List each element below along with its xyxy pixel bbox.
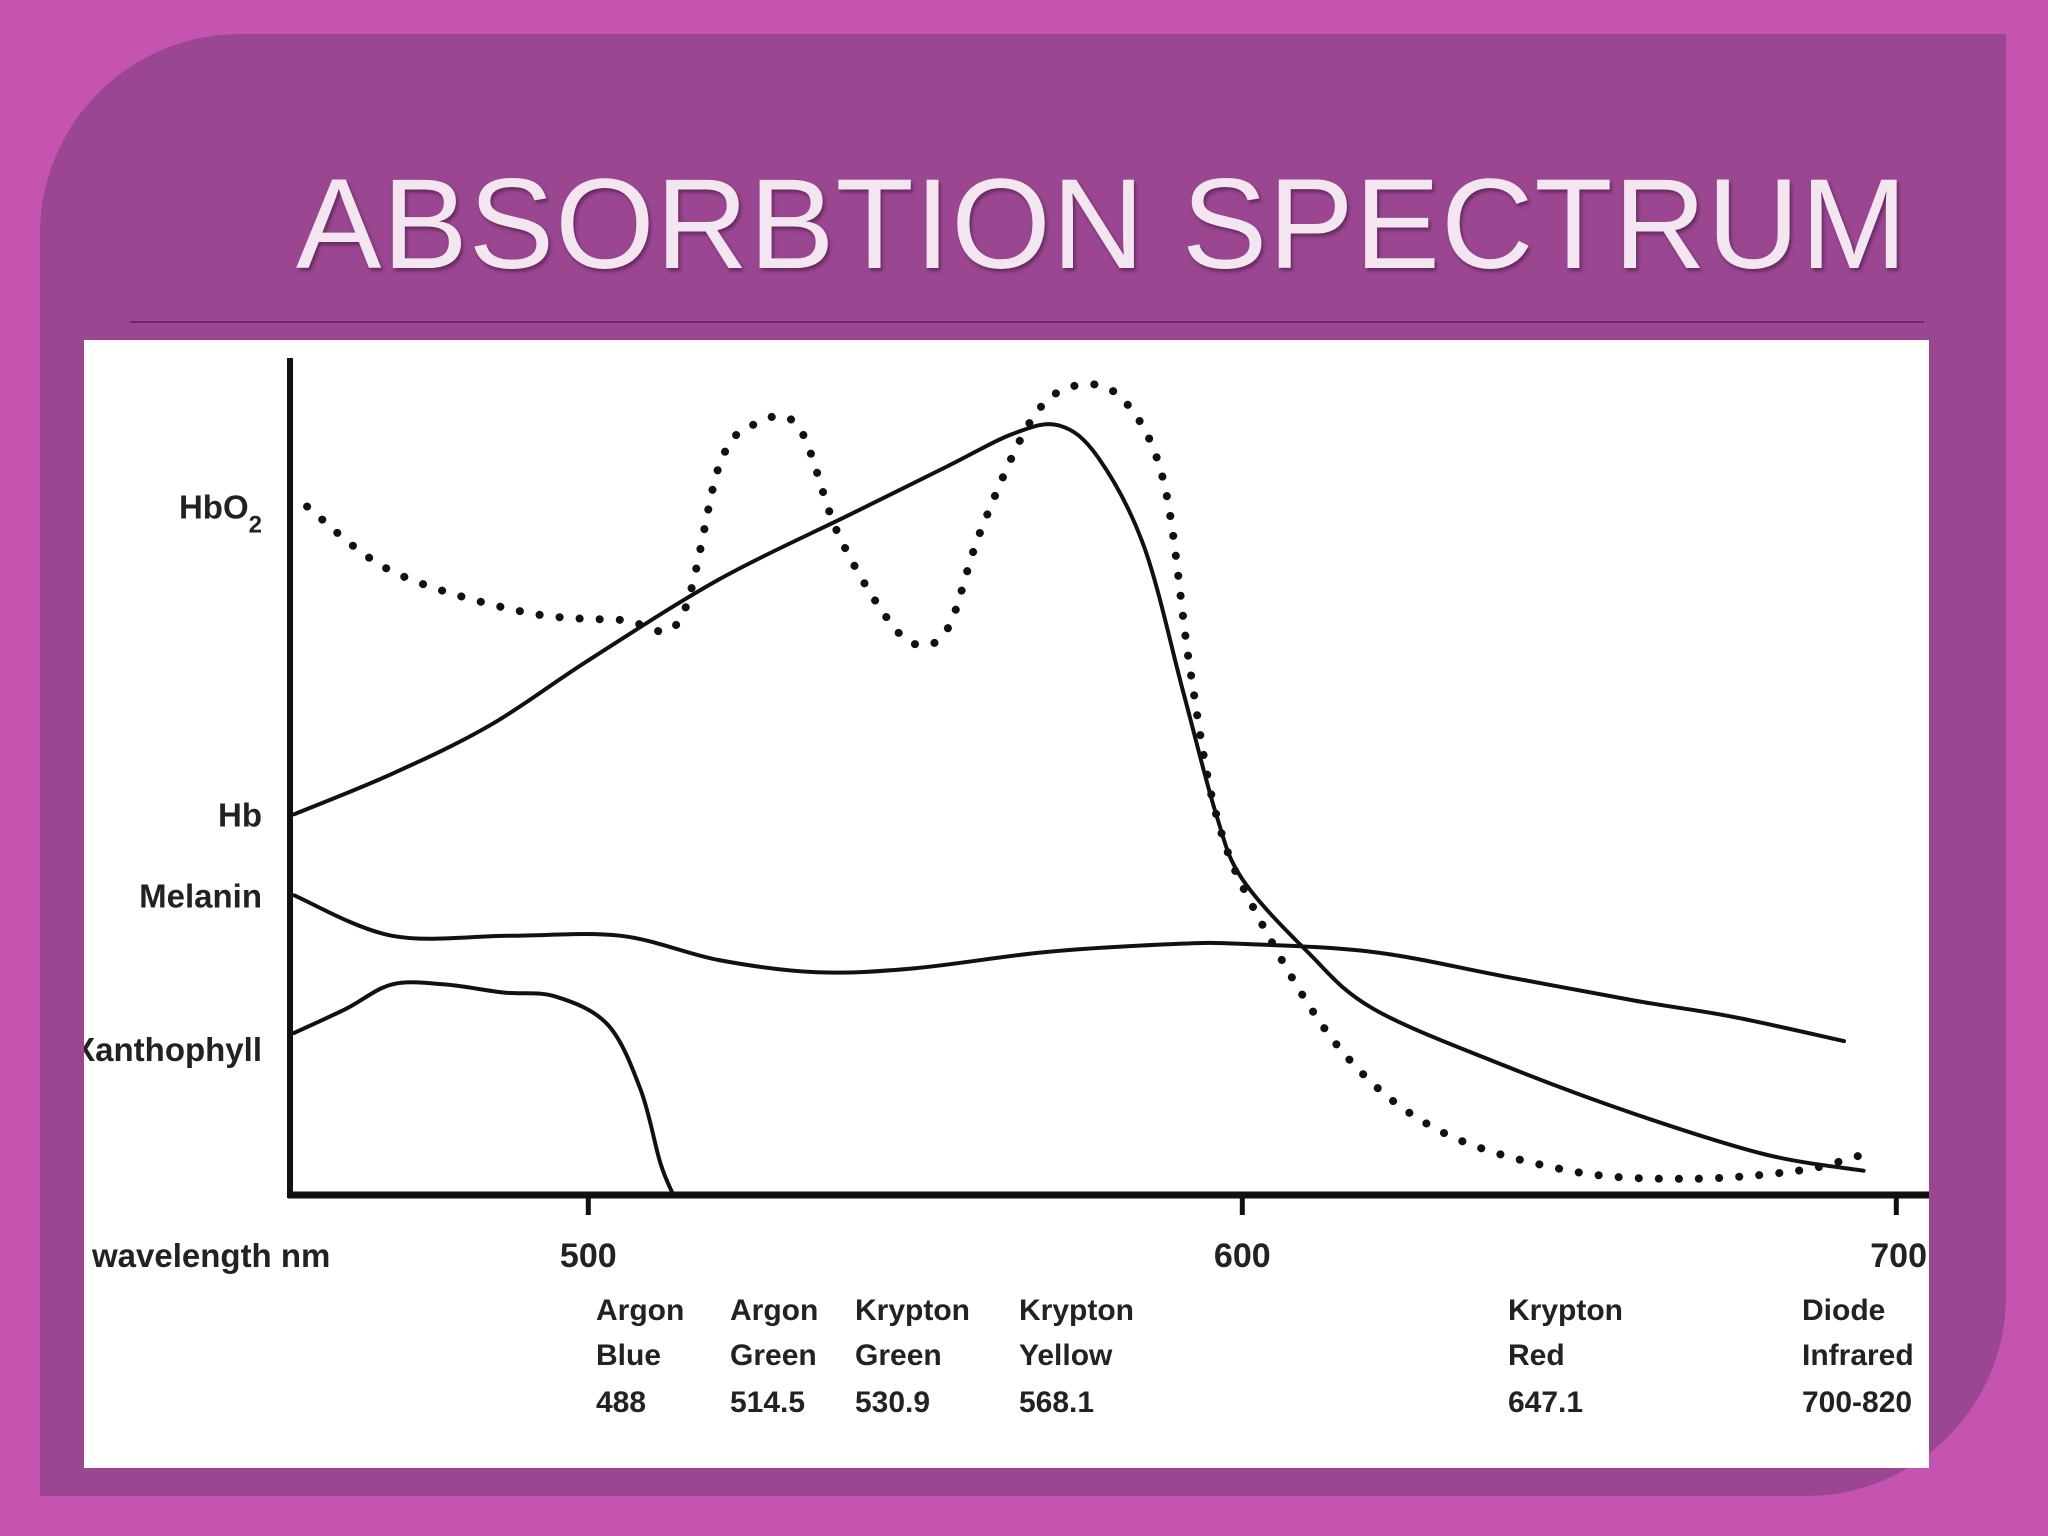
- laser-color: Red: [1508, 1339, 1565, 1372]
- chart-frame: 500 600 700 wavelength nm HbO2 Hb Melanin Xanth…: [84, 340, 1929, 1468]
- laser-label: Krypton Red 647.1: [1508, 1294, 1623, 1419]
- laser-label: Argon Blue 488: [596, 1294, 684, 1419]
- laser-name: Diode: [1802, 1294, 1885, 1327]
- title-divider: [130, 321, 1924, 323]
- laser-name: Krypton: [855, 1294, 970, 1327]
- laser-color: Yellow: [1019, 1339, 1113, 1372]
- hbo2-curve: [303, 380, 1868, 1183]
- chart-axes: [287, 358, 1929, 1215]
- y-label: Melanin: [139, 877, 262, 914]
- laser-color: Green: [855, 1339, 942, 1372]
- xanthophyll-curve: [292, 980, 676, 1197]
- laser-wavelength: 488: [596, 1386, 646, 1419]
- laser-color: Infrared: [1802, 1339, 1914, 1372]
- laser-wavelength: 568.1: [1019, 1386, 1094, 1419]
- laser-wavelength: 647.1: [1508, 1386, 1583, 1419]
- laser-label: Krypton Green 530.9: [855, 1294, 970, 1419]
- x-tick-label: 700: [1870, 1237, 1927, 1275]
- laser-color: Blue: [596, 1339, 661, 1372]
- laser-name: Argon: [596, 1294, 684, 1327]
- laser-label: Krypton Yellow 568.1: [1019, 1294, 1134, 1419]
- laser-label: Argon Green 514.5: [730, 1294, 818, 1419]
- laser-label: Diode Infrared 700-820: [1802, 1294, 1914, 1419]
- chart-labels: 500 600 700 wavelength nm HbO2 Hb Melanin Xanth…: [84, 489, 1927, 1420]
- y-label: HbO2: [179, 489, 262, 539]
- chart-series: [292, 380, 1868, 1197]
- melanin-curve: [292, 893, 1846, 1044]
- x-axis-title: wavelength nm: [91, 1237, 330, 1274]
- laser-name: Krypton: [1019, 1294, 1134, 1327]
- absorption-chart: 500 600 700 wavelength nm HbO2 Hb Melanin Xanth…: [84, 358, 1929, 1420]
- laser-wavelength: 514.5: [730, 1386, 805, 1419]
- laser-wavelength: 700-820: [1802, 1386, 1912, 1419]
- laser-color: Green: [730, 1339, 817, 1372]
- laser-wavelength: 530.9: [855, 1386, 930, 1419]
- slide-title: ABSORBTION SPECTRUM: [296, 153, 1909, 296]
- x-tick-label: 600: [1214, 1237, 1271, 1275]
- laser-name: Krypton: [1508, 1294, 1623, 1327]
- x-tick-label: 500: [560, 1237, 617, 1275]
- laser-name: Argon: [730, 1294, 818, 1327]
- hb-curve: [292, 422, 1866, 1173]
- y-label: Xanthophyll: [84, 1031, 262, 1068]
- y-label: Hb: [218, 796, 262, 833]
